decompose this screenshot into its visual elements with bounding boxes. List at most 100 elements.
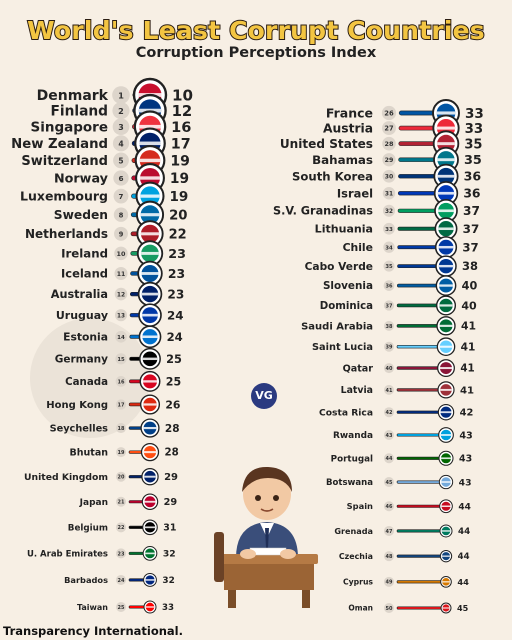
rank-label-south-korea: 30 [385, 174, 393, 181]
country-label-iceland: Iceland [61, 267, 108, 281]
value-label-czechia: 44 [458, 552, 470, 562]
flag-stripe-ireland [141, 251, 159, 255]
rank-label-costa-rica: 42 [386, 410, 393, 416]
flag-stripe-bahamas [437, 158, 455, 162]
value-label-oman: 45 [457, 603, 469, 613]
flag-stripe-taiwan [145, 606, 155, 608]
rank-badge-canada [115, 376, 127, 387]
value-label-iceland: 23 [168, 266, 185, 281]
country-label-seychelles: Seychelles [50, 423, 109, 434]
rank-badge-rwanda [384, 429, 394, 440]
value-label-norway: 19 [170, 171, 189, 187]
flag-stripe-switzerland [139, 158, 161, 163]
rank-label-grenada: 47 [386, 529, 393, 535]
bar-spain [396, 504, 447, 508]
rank-badge-botswana [384, 477, 394, 488]
rank-badge-barbados [116, 574, 126, 585]
country-label-japan: Japan [79, 498, 108, 508]
value-label-uruguay: 24 [167, 308, 184, 322]
country-label-cyprus: Cyprus [343, 578, 373, 587]
country-label-finland: Finland [50, 103, 108, 119]
chart-subtitle: Corruption Perceptions Index [135, 45, 377, 61]
chart-title: World's Least Corrupt Countries [26, 15, 486, 46]
rank-badge-saudi-arabia [384, 320, 394, 331]
flag-stripe-rwanda [440, 434, 452, 436]
rank-badge-iceland [114, 266, 128, 280]
rank-badge-s-v-granadinas [382, 204, 396, 217]
bar-botswana [396, 480, 447, 484]
country-label-denmark: Denmark [37, 88, 109, 104]
rank-badge-uruguay [114, 309, 128, 322]
flag-stripe-germany [142, 357, 158, 361]
flag-stripe-qatar [440, 367, 452, 370]
country-label-latvia: Latvia [341, 385, 373, 396]
country-label-lithuania: Lithuania [315, 223, 373, 236]
rank-label-bhutan: 19 [118, 450, 125, 456]
flag-stripe-lithuania [438, 227, 454, 231]
country-label-barbados: Barbados [64, 575, 108, 585]
rank-badge-portugal [384, 453, 394, 464]
rank-badge-qatar [384, 363, 394, 374]
rank-label-canada: 16 [117, 379, 125, 385]
country-label-ireland: Ireland [61, 247, 108, 261]
country-label-rwanda: Rwanda [333, 431, 373, 441]
country-label-singapore: Singapore [31, 119, 109, 135]
rank-badge-united-states [382, 136, 396, 151]
rank-label-uruguay: 13 [117, 313, 125, 319]
flag-stripe-south-korea [437, 174, 455, 178]
rank-badge-spain [384, 501, 394, 512]
rank-label-austria: 27 [384, 125, 394, 133]
value-label-bhutan: 28 [165, 447, 179, 459]
flag-stripe-chile [438, 245, 454, 249]
rank-label-botswana: 45 [386, 480, 393, 486]
rank-label-germany: 15 [117, 357, 125, 363]
value-label-slovenia: 40 [462, 280, 478, 293]
value-label-grenada: 44 [458, 527, 470, 537]
rank-badge-belgium [116, 522, 126, 533]
flag-stripe-saudi-arabia [439, 324, 453, 327]
rank-label-latvia: 41 [386, 388, 393, 394]
rank-badge-germany [115, 353, 127, 365]
rank-badge-latvia [384, 384, 394, 395]
flag-stripe-new-zealand [139, 141, 161, 146]
businessman-illustration [214, 466, 318, 608]
rank-badge-dominica [383, 300, 395, 311]
rank-badge-sweden [113, 207, 129, 222]
country-label-saudi-arabia: Saudi Arabia [301, 321, 373, 332]
value-label-germany: 25 [166, 352, 182, 366]
value-label-ireland: 23 [168, 246, 186, 261]
rank-badge-united-kingdom [116, 471, 126, 482]
value-label-s-v-granadinas: 37 [463, 204, 480, 218]
flag-stripe-france [436, 111, 456, 115]
rank-badge-costa-rica [384, 407, 394, 418]
value-label-denmark: 10 [172, 86, 193, 104]
flag-stripe-netherlands [140, 232, 160, 236]
rank-label-norway: 6 [118, 174, 123, 183]
value-label-new-zealand: 17 [171, 136, 191, 152]
rank-label-taiwan: 25 [118, 605, 125, 611]
rank-badge-chile [383, 241, 395, 253]
value-label-switzerland: 19 [170, 153, 190, 169]
rank-label-japan: 21 [118, 500, 125, 506]
rank-badge-czechia [384, 551, 394, 562]
country-label-u-arab-emirates: U. Arab Emirates [27, 549, 108, 559]
country-label-bhutan: Bhutan [70, 447, 109, 458]
value-label-canada: 25 [166, 375, 181, 388]
rank-badge-seychelles [116, 423, 126, 434]
value-label-portugal: 43 [459, 454, 472, 465]
rank-label-united-kingdom: 20 [118, 475, 125, 481]
flag-stripe-czechia [441, 555, 451, 557]
flag-stripe-oman [442, 607, 450, 609]
flag-stripe-grenada [441, 530, 451, 532]
rank-label-barbados: 24 [118, 578, 125, 584]
rank-badge-australia [114, 287, 128, 301]
country-label-bahamas: Bahamas [312, 153, 373, 167]
rank-label-cabo-verde: 35 [385, 264, 393, 270]
country-label-grenada: Grenada [334, 526, 373, 536]
country-label-austria: Austria [323, 121, 373, 135]
flag-stripe-iceland [141, 272, 159, 275]
country-label-spain: Spain [347, 501, 373, 511]
rank-badge-luxembourg [113, 188, 129, 204]
source-credit: Transparency International. [3, 624, 183, 638]
